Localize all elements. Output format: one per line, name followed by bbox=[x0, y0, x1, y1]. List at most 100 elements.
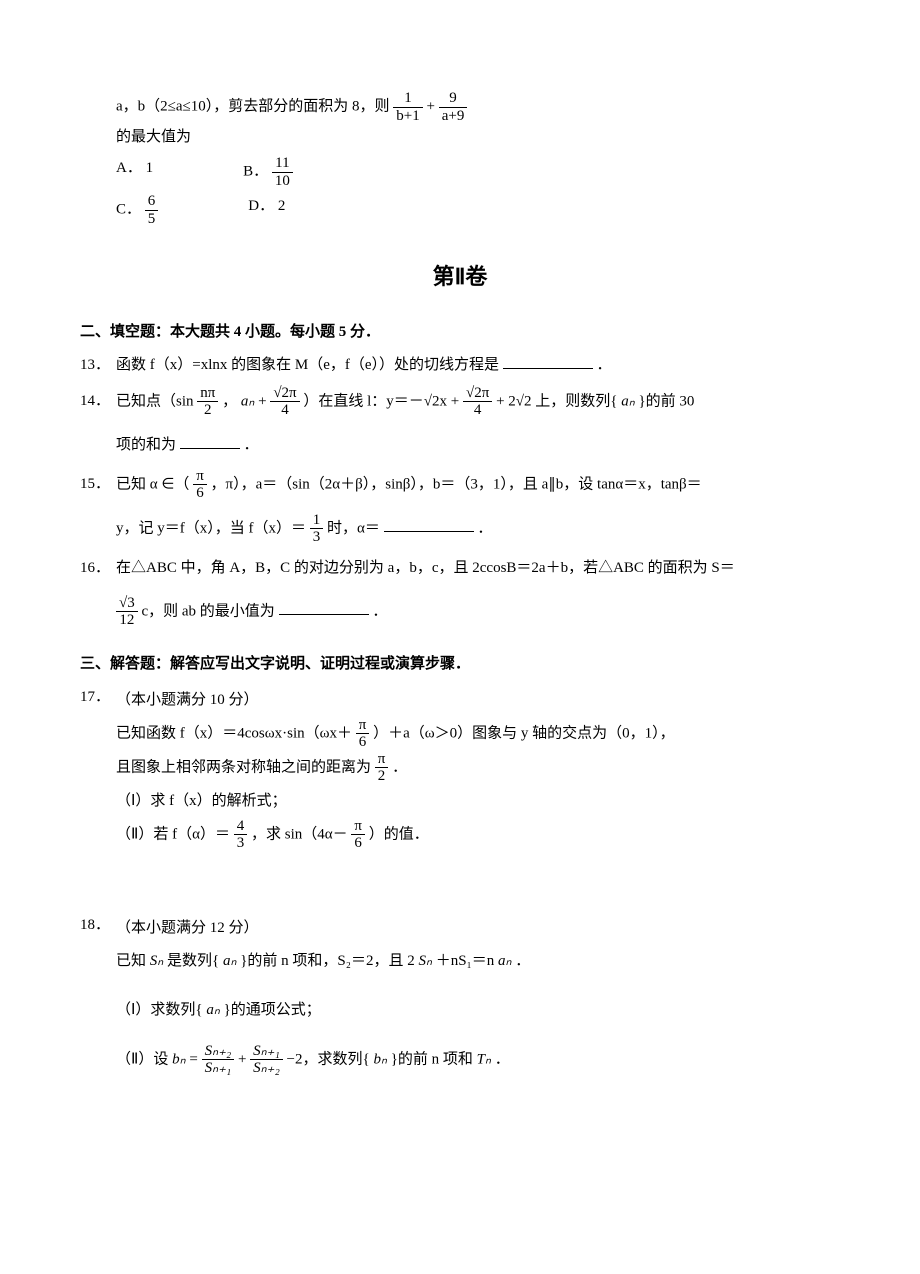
q17: 17． （本小题满分 10 分） 已知函数 f（x）＝4cosωx·sin（ωx… bbox=[80, 684, 840, 852]
q17-s2: 且图象上相邻两条对称轴之间的距离为 π 2 ． bbox=[116, 751, 840, 785]
txt: }的前 30 bbox=[638, 393, 694, 409]
q12-options-row1: A． 1 B． 11 10 bbox=[80, 155, 840, 189]
txt: 已知 α ∈（ bbox=[116, 476, 189, 492]
frac-num: π bbox=[375, 751, 389, 769]
txt: ． bbox=[495, 1051, 510, 1067]
period: ． bbox=[477, 520, 492, 536]
txt: 已知函数 f（x）＝4cosωx·sin（ωx＋ bbox=[116, 725, 352, 741]
section3-title: 三、解答题：解答应写出文字说明、证明过程或演算步骤． bbox=[80, 651, 840, 678]
frac: √2π 4 bbox=[270, 385, 299, 419]
frac-num: √3 bbox=[116, 595, 138, 613]
frac-num: 4 bbox=[234, 818, 248, 836]
txt: + bbox=[258, 393, 270, 409]
frac-den: 3 bbox=[234, 835, 248, 852]
bn: bₙ bbox=[172, 1051, 185, 1067]
q15-line2: y，记 y＝f（x），当 f（x）＝ 1 3 时，α＝ ． bbox=[116, 512, 840, 546]
q12-frac1: 1 b+1 bbox=[393, 90, 422, 124]
txt: 时，α＝ bbox=[327, 520, 380, 536]
Sn: Sₙ₊₁ bbox=[205, 1060, 232, 1076]
frac-den: 2 bbox=[197, 402, 218, 419]
frac-den: a+9 bbox=[439, 108, 468, 125]
txt: }的通项公式； bbox=[224, 1002, 321, 1018]
blank bbox=[279, 599, 369, 615]
q13: 13． 函数 f（x）=xlnx 的图象在 M（e，f（e））处的切线方程是 ． bbox=[80, 352, 840, 379]
Sn: Sₙ bbox=[150, 953, 163, 969]
txt: y，记 y＝f（x），当 f（x）＝ bbox=[116, 520, 306, 536]
period: ． bbox=[597, 357, 612, 373]
txt: （Ⅱ）若 f（α）＝ bbox=[116, 826, 230, 842]
q12-stem-prefix: a，b（2≤a≤10），剪去部分的面积为 8，则 bbox=[116, 98, 390, 114]
Sn: Sₙ bbox=[418, 953, 431, 969]
q-body: 函数 f（x）=xlnx 的图象在 M（e，f（e））处的切线方程是 ． bbox=[116, 352, 840, 379]
q12-stem-line1: a，b（2≤a≤10），剪去部分的面积为 8，则 1 b+1 + 9 a+9 bbox=[80, 90, 840, 124]
q12-option-d: D． 2 bbox=[248, 193, 285, 227]
an: aₙ bbox=[621, 393, 634, 409]
q-body: 在△ABC 中，角 A，B，C 的对边分别为 a，b，c，且 2ccosB＝2a… bbox=[116, 552, 840, 629]
q-num: 15． bbox=[80, 468, 116, 501]
q-num: 13． bbox=[80, 352, 116, 379]
txt: 已知点（sin bbox=[116, 393, 194, 409]
optC-frac: 6 5 bbox=[145, 193, 159, 227]
frac-num: nπ bbox=[197, 385, 218, 403]
period: ． bbox=[372, 603, 387, 619]
period: ． bbox=[244, 437, 259, 453]
frac-den: Sₙ₊₂ bbox=[250, 1060, 283, 1077]
frac: π 6 bbox=[356, 717, 370, 751]
opt-value: 1 bbox=[146, 160, 154, 176]
an: aₙ bbox=[223, 953, 236, 969]
blank bbox=[384, 516, 474, 532]
q-num: 18． bbox=[80, 912, 116, 939]
q12-frac2: 9 a+9 bbox=[439, 90, 468, 124]
q18-points: （本小题满分 12 分） bbox=[116, 912, 840, 945]
txt: −2，求数列{ bbox=[287, 1051, 370, 1067]
an: aₙ bbox=[241, 393, 254, 409]
txt: + bbox=[238, 1051, 250, 1067]
frac: √2π 4 bbox=[463, 385, 492, 419]
frac-num: 6 bbox=[145, 193, 159, 211]
q-num: 17． bbox=[80, 684, 116, 711]
q17-points: （本小题满分 10 分） bbox=[116, 684, 840, 717]
txt: + 2√2 上，则数列{ bbox=[496, 393, 617, 409]
an: aₙ bbox=[498, 953, 511, 969]
frac-num: Sₙ₊₁ bbox=[250, 1043, 283, 1061]
Sn: Sₙ₊₂ bbox=[205, 1043, 232, 1059]
blank bbox=[180, 433, 240, 449]
opt-label: D． bbox=[248, 198, 274, 214]
txt: （Ⅱ）设 bbox=[116, 1051, 168, 1067]
txt: 在△ABC 中，角 A，B，C 的对边分别为 a，b，c，且 2ccosB＝2a… bbox=[116, 560, 735, 576]
frac-den: 3 bbox=[310, 529, 324, 546]
q-body: （本小题满分 12 分） 已知 Sₙ 是数列{ aₙ }的前 n 项和，S₂＝2… bbox=[116, 912, 840, 1077]
frac-den: 4 bbox=[463, 402, 492, 419]
q12-stem-line2: 的最大值为 bbox=[80, 124, 840, 151]
optB-frac: 11 10 bbox=[272, 155, 293, 189]
txt: ）的值． bbox=[369, 826, 429, 842]
Sn: Sₙ₊₁ bbox=[253, 1043, 280, 1059]
q14-line2: 项的和为 ． bbox=[116, 429, 840, 462]
txt: ）＋a（ω＞0）图象与 y 轴的交点为（0，1）， bbox=[373, 725, 675, 741]
frac-den: Sₙ₊₁ bbox=[202, 1060, 235, 1077]
frac-num: √2π bbox=[270, 385, 299, 403]
q12-options-row2: C． 6 5 D． 2 bbox=[80, 193, 840, 227]
q15: 15． 已知 α ∈（ π 6 ，π），a＝（sin（2α＋β），sinβ），b… bbox=[80, 468, 840, 546]
frac: π 2 bbox=[375, 751, 389, 785]
q-num: 14． bbox=[80, 385, 116, 418]
q17-p1: （Ⅰ）求 f（x）的解析式； bbox=[116, 785, 840, 818]
Sn: Sₙ₊₂ bbox=[253, 1060, 280, 1076]
frac: nπ 2 bbox=[197, 385, 218, 419]
txt: ＋nS₁＝n bbox=[436, 953, 495, 969]
q17-p2: （Ⅱ）若 f（α）＝ 4 3 ，求 sin（4α－ π 6 ）的值． bbox=[116, 818, 840, 852]
q18: 18． （本小题满分 12 分） 已知 Sₙ 是数列{ aₙ }的前 n 项和，… bbox=[80, 912, 840, 1077]
txt: }的前 n 项和，S₂＝2，且 2 bbox=[240, 953, 415, 969]
frac-den: 6 bbox=[356, 734, 370, 751]
opt-label: C． bbox=[116, 201, 141, 217]
frac-num: π bbox=[356, 717, 370, 735]
frac: Sₙ₊₁ Sₙ₊₂ bbox=[250, 1043, 283, 1077]
txt: = bbox=[189, 1051, 201, 1067]
q18-p2: （Ⅱ）设 bₙ = Sₙ₊₂ Sₙ₊₁ + Sₙ₊₁ Sₙ₊₂ −2，求数列{ … bbox=[116, 1043, 840, 1077]
section2-title: 二、填空题：本大题共 4 小题。每小题 5 分． bbox=[80, 319, 840, 346]
q16-line2: √3 12 c，则 ab 的最小值为 ． bbox=[116, 595, 840, 629]
frac-den: 4 bbox=[270, 402, 299, 419]
frac-den: 6 bbox=[193, 485, 207, 502]
Tn: Tₙ bbox=[477, 1051, 491, 1067]
volume-title: 第Ⅱ卷 bbox=[80, 257, 840, 297]
